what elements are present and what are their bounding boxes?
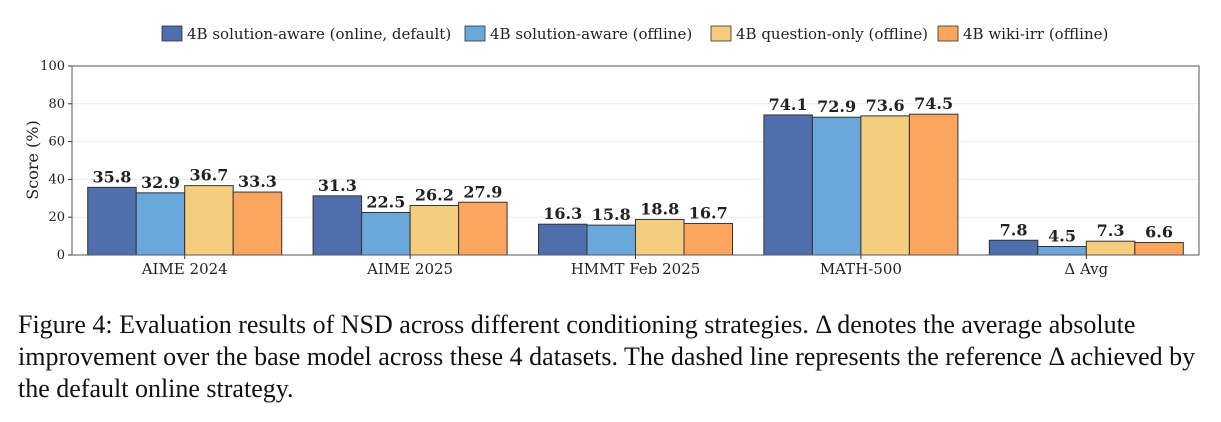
legend-swatch xyxy=(937,25,959,42)
y-tick-label: 40 xyxy=(48,172,65,187)
bar xyxy=(1134,242,1184,256)
data-label: 72.9 xyxy=(817,97,856,116)
bar xyxy=(988,239,1039,256)
bar-chart: 4B solution-aware (online, default) 4B so… xyxy=(23,25,1200,278)
data-label: 16.3 xyxy=(543,204,582,223)
legend-swatch xyxy=(161,25,183,42)
data-label: 15.8 xyxy=(592,205,631,224)
value-labels: 35.8 32.9 36.7 33.3 31.3 22.5 26.2 27.9 16.3 15.8… xyxy=(92,94,1173,245)
data-label: 31.3 xyxy=(318,176,357,195)
bar xyxy=(860,115,910,256)
axes: 0 20 40 60 80 100 AIME 2024 AIME 2025 HMMT Feb 2… xyxy=(40,59,1200,278)
legend-swatch xyxy=(710,25,732,42)
y-axis-label: Score (%) xyxy=(23,120,42,199)
figure-caption: Figure 4: Evaluation results of NSD acro… xyxy=(18,310,1196,403)
bar xyxy=(312,195,363,256)
bar xyxy=(1085,240,1136,256)
bar xyxy=(87,186,137,256)
data-label: 22.5 xyxy=(366,192,405,211)
data-label: 26.2 xyxy=(415,185,454,204)
bar xyxy=(409,204,460,256)
bar xyxy=(232,191,283,256)
data-label: 74.1 xyxy=(769,95,808,114)
x-tick-label: MATH-500 xyxy=(820,260,902,278)
legend: 4B solution-aware (online, default) 4B so… xyxy=(161,25,1108,43)
bar xyxy=(458,201,508,256)
bar xyxy=(635,218,685,256)
bar xyxy=(811,116,862,256)
data-label: 18.8 xyxy=(640,199,679,218)
data-label: 33.3 xyxy=(238,172,277,191)
data-label: 7.8 xyxy=(1000,220,1028,239)
x-tick-label: HMMT Feb 2025 xyxy=(571,260,701,278)
legend-entry: 4B solution-aware (online, default) xyxy=(187,25,451,43)
data-label: 4.5 xyxy=(1048,226,1076,245)
bar xyxy=(763,114,813,256)
legend-entry: 4B question-only (offline) xyxy=(736,25,928,43)
bar xyxy=(184,185,234,256)
gridlines xyxy=(72,103,1199,218)
x-tick-label: Δ Avg xyxy=(1064,260,1108,278)
data-label: 36.7 xyxy=(189,166,228,185)
y-tick-label: 0 xyxy=(57,248,65,263)
x-tick-label: AIME 2024 xyxy=(141,260,228,278)
bars xyxy=(87,113,1184,256)
legend-swatch xyxy=(464,25,486,42)
bar xyxy=(361,211,411,256)
bar xyxy=(586,224,636,256)
bar xyxy=(908,113,959,256)
y-tick-label: 60 xyxy=(48,135,65,150)
bar xyxy=(683,222,733,256)
legend-entry: 4B wiki-irr (offline) xyxy=(963,25,1108,43)
data-label: 7.3 xyxy=(1097,221,1125,240)
data-label: 27.9 xyxy=(463,182,502,201)
data-label: 6.6 xyxy=(1145,223,1173,242)
data-label: 32.9 xyxy=(141,173,180,192)
data-label: 35.8 xyxy=(92,167,131,186)
y-tick-label: 100 xyxy=(40,59,65,74)
bar xyxy=(538,223,588,256)
bar xyxy=(1037,245,1087,256)
data-label: 74.5 xyxy=(914,94,953,113)
data-label: 16.7 xyxy=(689,203,728,222)
data-label: 73.6 xyxy=(866,96,905,115)
x-tick-label: AIME 2025 xyxy=(366,260,453,278)
y-tick-label: 80 xyxy=(48,97,65,112)
bar xyxy=(135,192,186,256)
y-tick-label: 20 xyxy=(48,210,65,225)
legend-entry: 4B solution-aware (offline) xyxy=(490,25,692,43)
